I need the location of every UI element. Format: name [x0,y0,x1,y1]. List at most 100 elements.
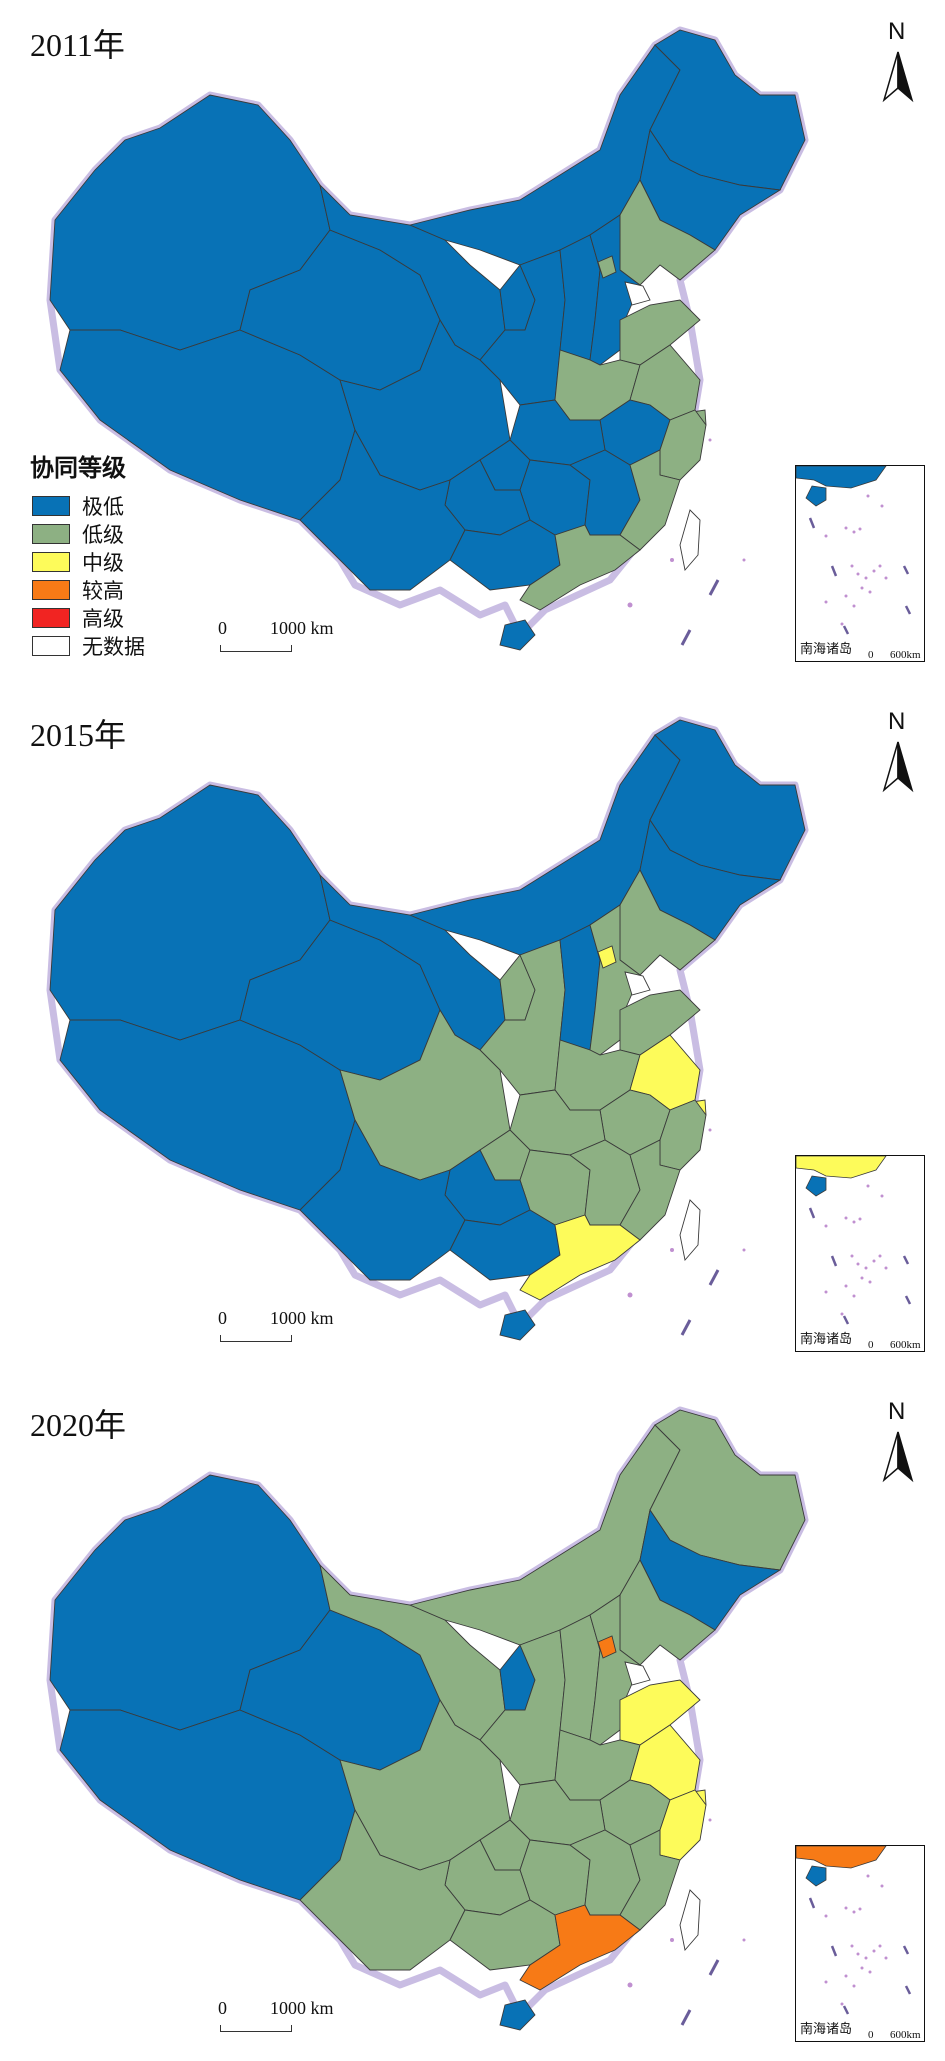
inset-scale-distance: 600km [890,649,921,661]
south-china-sea-inset: 南海诸岛 0 600km [795,465,925,662]
region-hainan [499,619,536,651]
legend-swatch [32,524,70,544]
coastal-islands [627,438,746,608]
north-arrow: N [878,1398,918,1488]
inset-scale-line [870,661,906,662]
inset-map [796,1846,912,2015]
region-guangdong [519,1214,641,1301]
legend-label: 低级 [82,523,124,547]
inset-scale-zero: 0 [868,1339,874,1351]
boundary-dashes [680,1959,720,2026]
legend-title: 协同等级 [30,454,126,482]
region-fujian [619,449,681,551]
boundary-dashes [680,579,720,646]
scale-bar: 0 1000 km [218,618,334,658]
inset-hainan [805,485,827,507]
region-tianjin [624,1661,651,1686]
inset-coast-region [796,1156,887,1179]
legend-item-very_low: 极低 [30,491,190,519]
inset-map [796,1156,912,1325]
scale-distance-label: 1000 km [270,1998,334,2018]
scale-distance-label: 1000 km [270,618,334,638]
coastal-islands [627,1818,746,1988]
legend: 协同等级 极低低级中级较高高级无数据 [30,448,190,659]
north-label: N [888,18,906,45]
region-tianjin [624,971,651,996]
china-choropleth-map [46,716,809,1341]
north-arrow-icon [882,741,914,793]
inset-label: 南海诸岛 [800,642,853,657]
region-hainan [499,1309,536,1341]
region-beijing [597,945,617,969]
map-panel-1: 2011年 N 0 1000 km [0,0,945,680]
region-beijing [597,255,617,279]
legend-swatch [32,552,70,572]
legend-item-mid: 中级 [30,547,190,575]
legend-label: 中级 [82,551,124,575]
legend-items: 极低低级中级较高高级无数据 [30,491,190,659]
inset-hainan [805,1175,827,1197]
inset-scale-distance: 600km [890,2029,921,2041]
region-taiwan [679,1199,701,1261]
inset-scale-distance: 600km [890,1339,921,1351]
panel-year-title: 2015年 [30,717,127,753]
scale-distance-label: 1000 km [270,1308,334,1328]
region-beijing [597,1635,617,1659]
region-guangdong [519,524,641,611]
coastal-islands [627,1128,746,1298]
scale-zero-label: 0 [218,618,227,638]
scale-bar: 0 1000 km [218,1998,334,2038]
region-fujian [619,1829,681,1931]
legend-swatch [32,636,70,656]
province-regions [49,719,806,1341]
inset-map [796,466,912,635]
inset-scale-zero: 0 [868,649,874,661]
legend-item-nodata: 无数据 [30,631,190,659]
region-taiwan [679,509,701,571]
map-panel-2: 2015年 N 0 1000 km [0,690,945,1370]
legend-item-high: 高级 [30,603,190,631]
region-fujian [619,1139,681,1241]
inset-scale-line [870,2041,906,2042]
region-guangdong [519,1904,641,1991]
south-china-sea-inset: 南海诸岛 0 600km [795,1845,925,2042]
south-china-sea-inset: 南海诸岛 0 600km [795,1155,925,1352]
inset-scale-zero: 0 [868,2029,874,2041]
legend-swatch [32,496,70,516]
north-label: N [888,708,906,735]
legend-item-low: 低级 [30,519,190,547]
scale-bar-line [220,645,292,652]
province-regions [49,29,806,651]
north-arrow: N [878,708,918,798]
map-panel-3: 2020年 N 0 1000 km [0,1380,945,2060]
china-choropleth-map [46,1406,809,2031]
legend-label: 较高 [82,579,124,603]
north-arrow: N [878,18,918,108]
north-label: N [888,1398,906,1425]
north-arrow-icon [882,51,914,103]
scale-zero-label: 0 [218,1998,227,2018]
boundary-dashes [680,1269,720,1336]
scale-bar-line [220,2025,292,2032]
inset-label: 南海诸岛 [800,2022,853,2037]
inset-coast-region [796,466,887,489]
north-arrow-icon [882,1431,914,1483]
panel-year-title: 2011年 [30,27,125,63]
legend-label: 无数据 [82,635,145,659]
region-tianjin [624,281,651,306]
scale-zero-label: 0 [218,1308,227,1328]
legend-label: 极低 [82,495,124,519]
legend-item-higher: 较高 [30,575,190,603]
inset-coast-region [796,1846,887,1869]
scale-bar-line [220,1335,292,1342]
region-taiwan [679,1889,701,1951]
legend-swatch [32,580,70,600]
legend-label: 高级 [82,607,124,631]
region-hainan [499,1999,536,2031]
panel-year-title: 2020年 [30,1407,127,1443]
legend-swatch [32,608,70,628]
china-choropleth-map [46,26,809,651]
province-regions [49,1409,806,2031]
scale-bar: 0 1000 km [218,1308,334,1348]
inset-hainan [805,1865,827,1887]
